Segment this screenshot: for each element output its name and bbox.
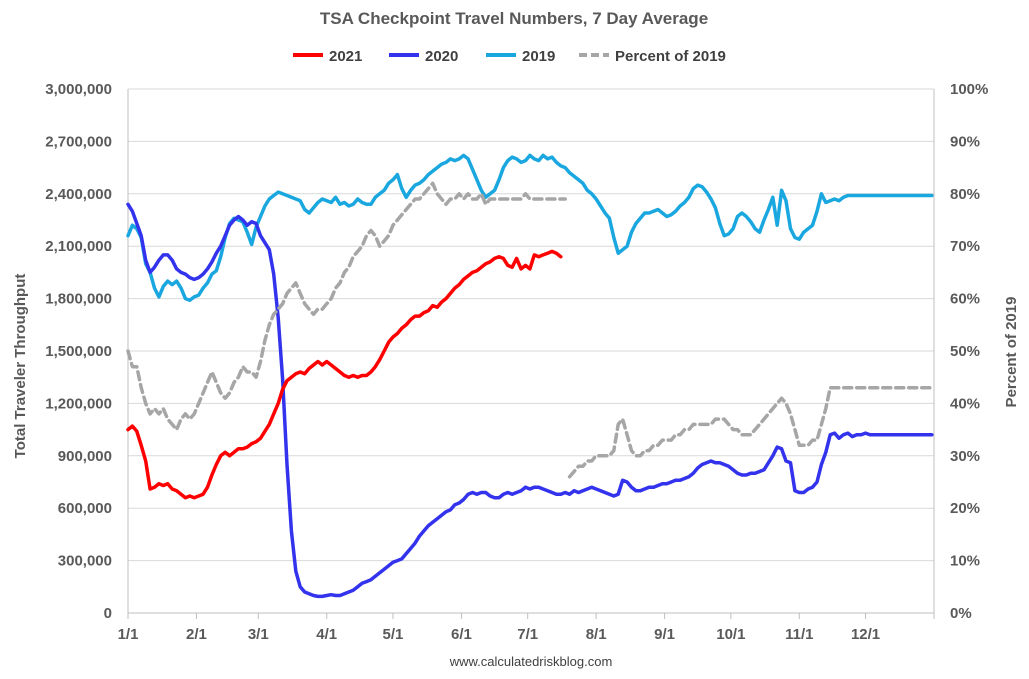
- y-tick-label: 2,400,000: [45, 186, 112, 203]
- y-axis-right-ticks: 0% 10% 20% 30% 40% 50% 60% 70% 80% 90% 100%: [950, 81, 988, 622]
- y-tick-label: 2,100,000: [45, 238, 112, 255]
- gridlines: [127, 88, 935, 614]
- series-line-2019: [126, 153, 934, 303]
- x-tick-label: 4/1: [316, 626, 337, 643]
- y-tick-label: 300,000: [58, 553, 112, 570]
- y-axis-left-title: Total Traveler Throughput: [12, 274, 29, 459]
- x-tick-label: 8/1: [586, 626, 607, 643]
- x-tick-label: 9/1: [654, 626, 675, 643]
- y-tick-label: 900,000: [58, 448, 112, 465]
- source-credit: www.calculatedriskblog.com: [449, 654, 613, 669]
- x-axis-ticks: 1/1 2/1 3/1 4/1 5/1 6/1 7/1 8/1 9/1 10/1 11/1 12/1: [118, 613, 935, 643]
- y2-tick-label: 90%: [950, 133, 980, 150]
- series-line-2021: [126, 249, 563, 500]
- y-tick-label: 1,200,000: [45, 395, 112, 412]
- y-axis-right-title: Percent of 2019: [1003, 297, 1020, 408]
- x-tick-label: 12/1: [851, 626, 880, 643]
- y2-tick-label: 30%: [950, 448, 980, 465]
- y2-tick-label: 20%: [950, 500, 980, 517]
- legend-label: 2019: [522, 48, 555, 65]
- y2-tick-label: 10%: [950, 553, 980, 570]
- y2-tick-label: 40%: [950, 395, 980, 412]
- legend-label: 2021: [329, 48, 362, 65]
- x-tick-label: 6/1: [451, 626, 472, 643]
- y-tick-label: 0: [104, 605, 112, 622]
- series-lines: [126, 153, 934, 599]
- series-line-percent-of-2019: [126, 181, 934, 479]
- series-line-2020: [126, 202, 934, 599]
- y-tick-label: 600,000: [58, 500, 112, 517]
- x-tick-label: 1/1: [118, 626, 139, 643]
- legend: 2021 2020 2019 Percent of 2019: [293, 48, 726, 65]
- y-tick-label: 2,700,000: [45, 133, 112, 150]
- y2-tick-label: 70%: [950, 238, 980, 255]
- y-tick-label: 1,800,000: [45, 291, 112, 308]
- y-tick-label: 1,500,000: [45, 343, 112, 360]
- x-tick-label: 11/1: [785, 626, 813, 643]
- x-tick-label: 3/1: [248, 626, 269, 643]
- y2-tick-label: 50%: [950, 343, 980, 360]
- legend-label: 2020: [425, 48, 458, 65]
- y-tick-label: 3,000,000: [45, 81, 112, 98]
- x-tick-label: 10/1: [716, 626, 745, 643]
- x-tick-label: 5/1: [383, 626, 404, 643]
- chart-title: TSA Checkpoint Travel Numbers, 7 Day Ave…: [320, 9, 708, 28]
- x-tick-label: 7/1: [517, 626, 538, 643]
- y2-tick-label: 60%: [950, 291, 980, 308]
- x-tick-label: 2/1: [186, 626, 207, 643]
- y2-tick-label: 0%: [950, 605, 972, 622]
- y-axis-left-ticks: 0 300,000 600,000 900,000 1,200,000 1,500,000…: [45, 81, 112, 622]
- legend-label: Percent of 2019: [615, 48, 726, 65]
- y2-tick-label: 100%: [950, 81, 988, 98]
- y2-tick-label: 80%: [950, 186, 980, 203]
